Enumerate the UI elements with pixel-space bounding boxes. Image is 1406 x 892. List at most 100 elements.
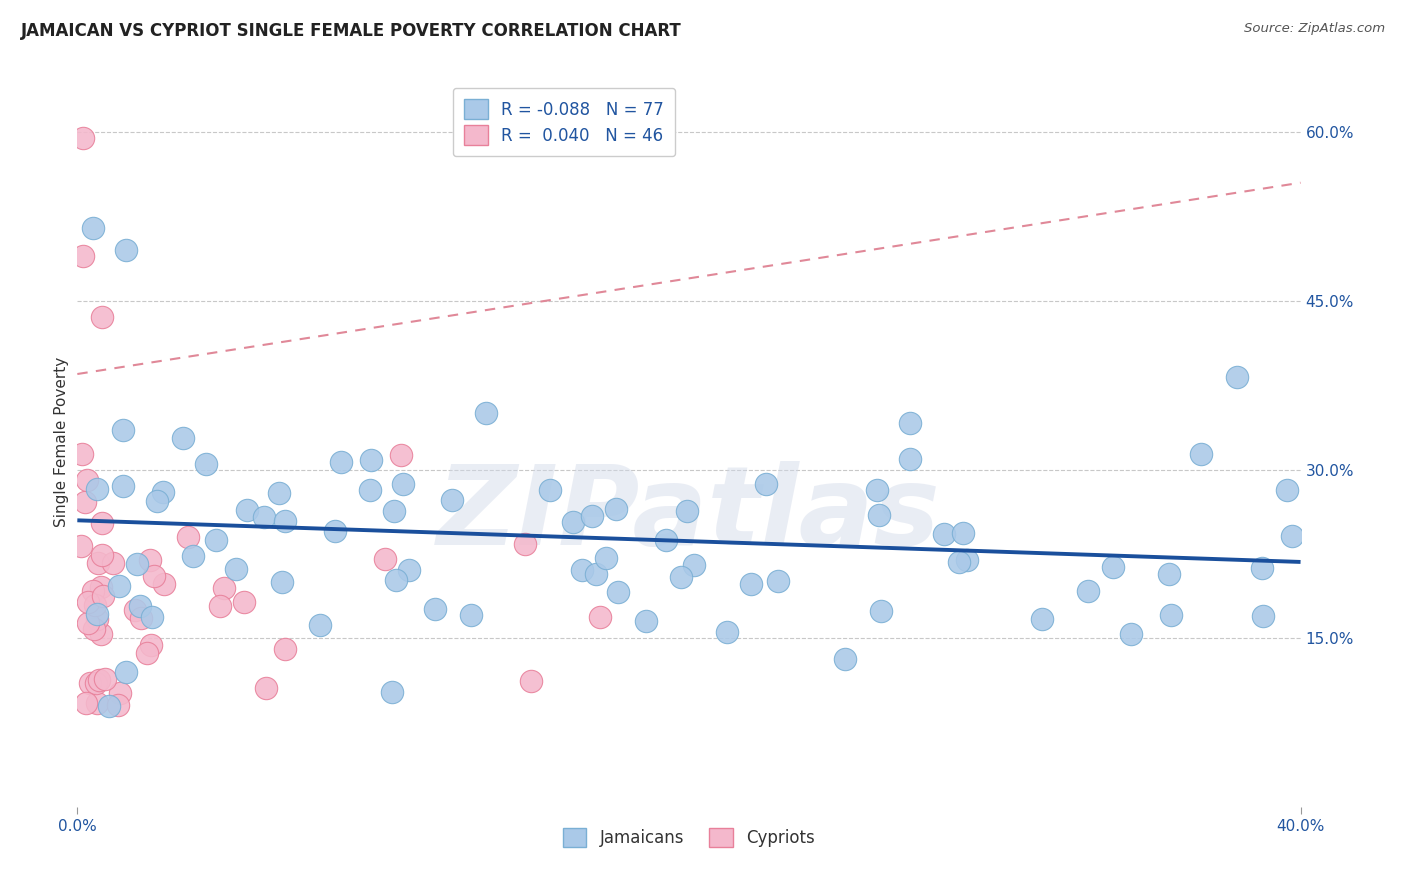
Point (125, 557, 148, 571)
Point (129, 611, 152, 625)
Point (177, 530, 200, 544)
Point (90, 627, 112, 641)
Point (571, 564, 593, 578)
Point (82, 220, 104, 235)
Point (124, 603, 146, 617)
Point (77, 615, 100, 630)
Point (932, 526, 955, 541)
Point (233, 594, 256, 608)
Point (1102, 559, 1125, 574)
Point (205, 533, 228, 547)
Point (634, 614, 657, 628)
Point (90, 310, 112, 324)
Point (82, 583, 104, 598)
Point (605, 502, 627, 516)
Point (72, 249, 94, 263)
Point (1253, 608, 1275, 623)
Point (329, 455, 352, 469)
Point (114, 665, 136, 679)
Point (75, 494, 97, 508)
Point (142, 569, 165, 583)
Point (869, 603, 891, 617)
Point (475, 406, 498, 420)
Point (138, 552, 160, 566)
Point (952, 525, 974, 540)
Point (83, 623, 105, 637)
Point (98, 698, 121, 713)
Point (70, 447, 93, 461)
Point (208, 599, 231, 614)
Point (139, 638, 162, 652)
Point (585, 567, 607, 582)
Point (172, 431, 194, 445)
Point (274, 641, 297, 656)
Point (225, 561, 247, 575)
Point (87, 556, 110, 570)
Point (183, 549, 205, 564)
Point (112, 423, 135, 437)
Point (72, 130, 94, 145)
Point (115, 244, 138, 258)
Point (253, 509, 276, 524)
Point (79, 676, 101, 690)
Point (385, 573, 408, 587)
Point (254, 681, 277, 695)
Point (1031, 612, 1053, 626)
Point (374, 552, 396, 566)
Point (87, 673, 110, 687)
Point (153, 576, 176, 591)
Point (515, 536, 537, 550)
Point (267, 485, 290, 500)
Point (866, 483, 889, 497)
Point (1189, 446, 1212, 460)
Point (110, 686, 132, 700)
Point (716, 625, 738, 640)
Point (740, 576, 762, 591)
Point (581, 508, 603, 523)
Point (360, 453, 382, 467)
Point (273, 514, 295, 528)
Point (595, 550, 617, 565)
Point (86, 696, 108, 710)
Point (75, 696, 97, 710)
Text: ZIPatlas: ZIPatlas (437, 461, 941, 568)
Point (398, 563, 420, 577)
Point (1226, 370, 1249, 384)
Point (271, 574, 294, 589)
Y-axis label: Single Female Poverty: Single Female Poverty (53, 357, 69, 526)
Point (1275, 483, 1298, 498)
Point (768, 574, 790, 589)
Text: JAMAICAN VS CYPRIOT SINGLE FEMALE POVERTY CORRELATION CHART: JAMAICAN VS CYPRIOT SINGLE FEMALE POVERT… (21, 22, 682, 40)
Point (359, 483, 381, 498)
Point (755, 476, 778, 491)
Point (1160, 608, 1182, 623)
Point (423, 602, 446, 616)
Point (86, 612, 108, 626)
Point (956, 553, 979, 567)
Point (107, 698, 129, 713)
Point (900, 416, 922, 430)
Point (86, 607, 108, 622)
Point (1250, 560, 1272, 574)
Text: Source: ZipAtlas.com: Source: ZipAtlas.com (1244, 22, 1385, 36)
Point (146, 494, 169, 508)
Legend: Jamaicans, Cypriots: Jamaicans, Cypriots (557, 822, 821, 854)
Point (101, 556, 124, 570)
Point (898, 451, 921, 466)
Point (671, 570, 693, 584)
Point (1159, 566, 1181, 581)
Point (520, 673, 543, 688)
Point (309, 618, 332, 632)
Point (538, 483, 561, 497)
Point (868, 508, 890, 522)
Point (440, 493, 463, 508)
Point (136, 646, 159, 660)
Point (682, 558, 704, 573)
Point (91, 516, 114, 530)
Point (1077, 584, 1099, 599)
Point (93, 589, 115, 603)
Point (91, 548, 114, 562)
Point (141, 610, 163, 624)
Point (70, 540, 93, 554)
Point (589, 609, 612, 624)
